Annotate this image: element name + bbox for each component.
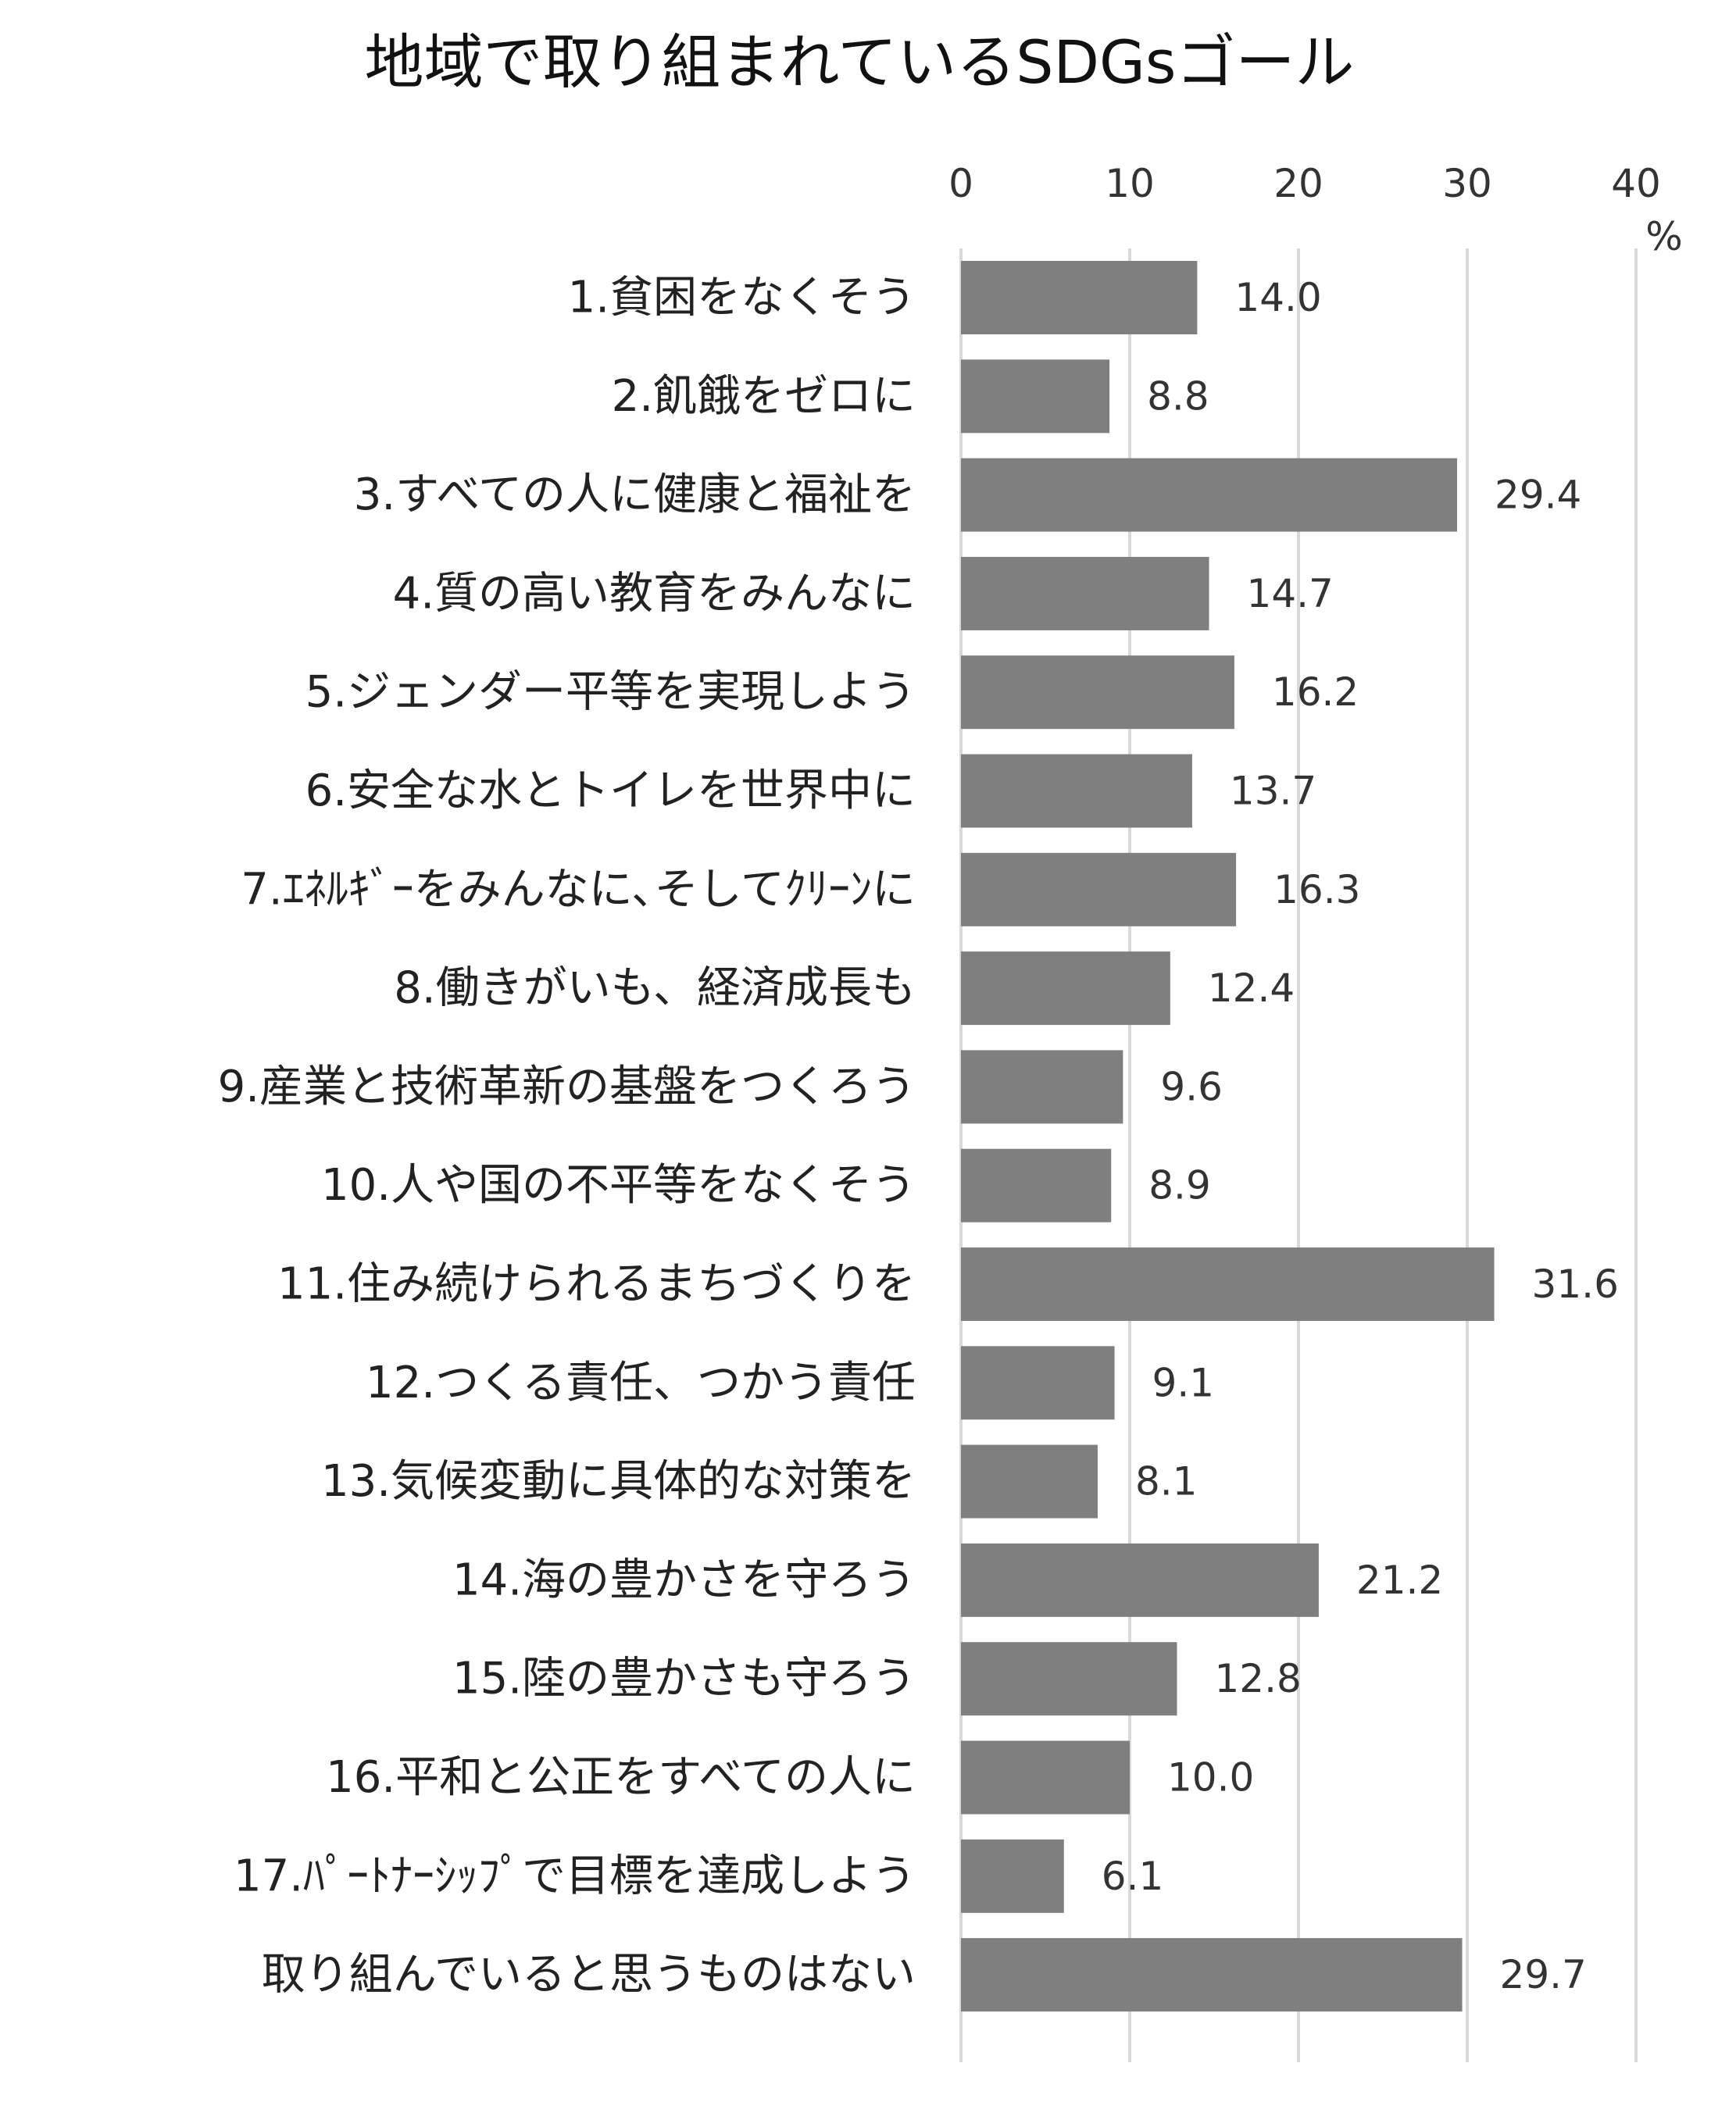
bar [961, 1148, 1112, 1222]
category-label: 3.すべての人に健康と福祉を [354, 469, 916, 520]
bar [961, 1444, 1098, 1519]
data-label: 8.9 [1148, 1163, 1211, 1208]
bar [961, 359, 1110, 434]
bar [961, 261, 1198, 334]
category-label: 13.気候変動に具体的な対策を [321, 1456, 916, 1507]
category-label: 14.海の豊かさを守ろう [452, 1554, 916, 1605]
data-label: 16.2 [1272, 669, 1359, 715]
data-label: 12.8 [1214, 1656, 1301, 1701]
category-label: 8.働きがいも、経済成長も [394, 963, 916, 1014]
category-label: 4.質の高い教育をみんなに [393, 568, 916, 619]
chart-title: 地域で取り組まれているSDGsゴール [365, 27, 1355, 97]
data-label: 16.3 [1273, 867, 1360, 912]
data-label: 13.7 [1230, 769, 1316, 814]
bar [961, 1050, 1123, 1124]
bar [961, 951, 1170, 1026]
category-label: 2.飢餓をゼロに [612, 371, 916, 422]
category-label: 1.貧困をなくそう [568, 273, 916, 323]
x-tick-label: 40 [1611, 161, 1661, 206]
category-label: 10.人や国の不平等をなくそう [321, 1160, 916, 1211]
category-label: 16.平和と公正をすべての人に [326, 1752, 916, 1803]
category-label: 5.ジェンダー平等を実現しよう [305, 667, 916, 718]
data-label: 6.1 [1102, 1854, 1164, 1899]
data-label: 8.8 [1147, 373, 1209, 419]
category-label: 15.陸の豊かさも守ろう [452, 1654, 916, 1704]
category-label: 6.安全な水とトイレを世界中に [305, 766, 916, 816]
grid-layer: 0 10 20 30 40 [948, 161, 1661, 2062]
x-tick-label: 10 [1105, 161, 1155, 206]
data-label: 8.1 [1135, 1459, 1198, 1504]
bar [961, 1740, 1130, 1815]
category-label: 12.つくる責任、つかう責任 [366, 1358, 916, 1408]
data-label: 14.0 [1234, 275, 1321, 320]
x-tick-label: 30 [1442, 161, 1492, 206]
bar [961, 655, 1234, 730]
category-label: 9.産業と技術革新の基盤をつくろう [218, 1062, 916, 1112]
data-label: 12.4 [1208, 965, 1295, 1011]
bar [961, 1642, 1177, 1716]
data-label: 14.7 [1247, 571, 1334, 616]
data-label: 21.2 [1356, 1558, 1443, 1603]
x-tick-label: 0 [948, 161, 973, 206]
data-label: 9.1 [1152, 1360, 1215, 1405]
category-label: 7.ｴﾈﾙｷﾞｰをみんなに､そしてｸﾘｰﾝに [241, 864, 916, 915]
data-label: 29.7 [1500, 1952, 1587, 1997]
category-label: 11.住み続けられるまちづくりを [277, 1259, 916, 1310]
bar [961, 556, 1209, 630]
unit-label: % [1645, 214, 1683, 259]
x-tick-label: 20 [1273, 161, 1323, 206]
bar [961, 754, 1192, 828]
bar-layer: 1.貧困をなくそう 14.0 2.飢餓をゼロに 8.8 3.すべての人に健康と福祉を 29… [218, 261, 1619, 2012]
category-label: 取り組んでいると思うものはない [262, 1950, 916, 2001]
bar [961, 1247, 1495, 1321]
bar [961, 458, 1458, 532]
bar [961, 1839, 1064, 1913]
data-label: 29.4 [1495, 473, 1581, 518]
bar [961, 1938, 1463, 2012]
data-label: 10.0 [1167, 1755, 1254, 1801]
bar [961, 1346, 1115, 1420]
bar [961, 1543, 1319, 1617]
category-label: 17.ﾊﾟｰﾄﾅｰｼｯﾌﾟで目標を達成しよう [234, 1851, 916, 1901]
data-label: 31.6 [1532, 1262, 1619, 1307]
bar [961, 852, 1237, 926]
data-label: 9.6 [1160, 1064, 1223, 1109]
